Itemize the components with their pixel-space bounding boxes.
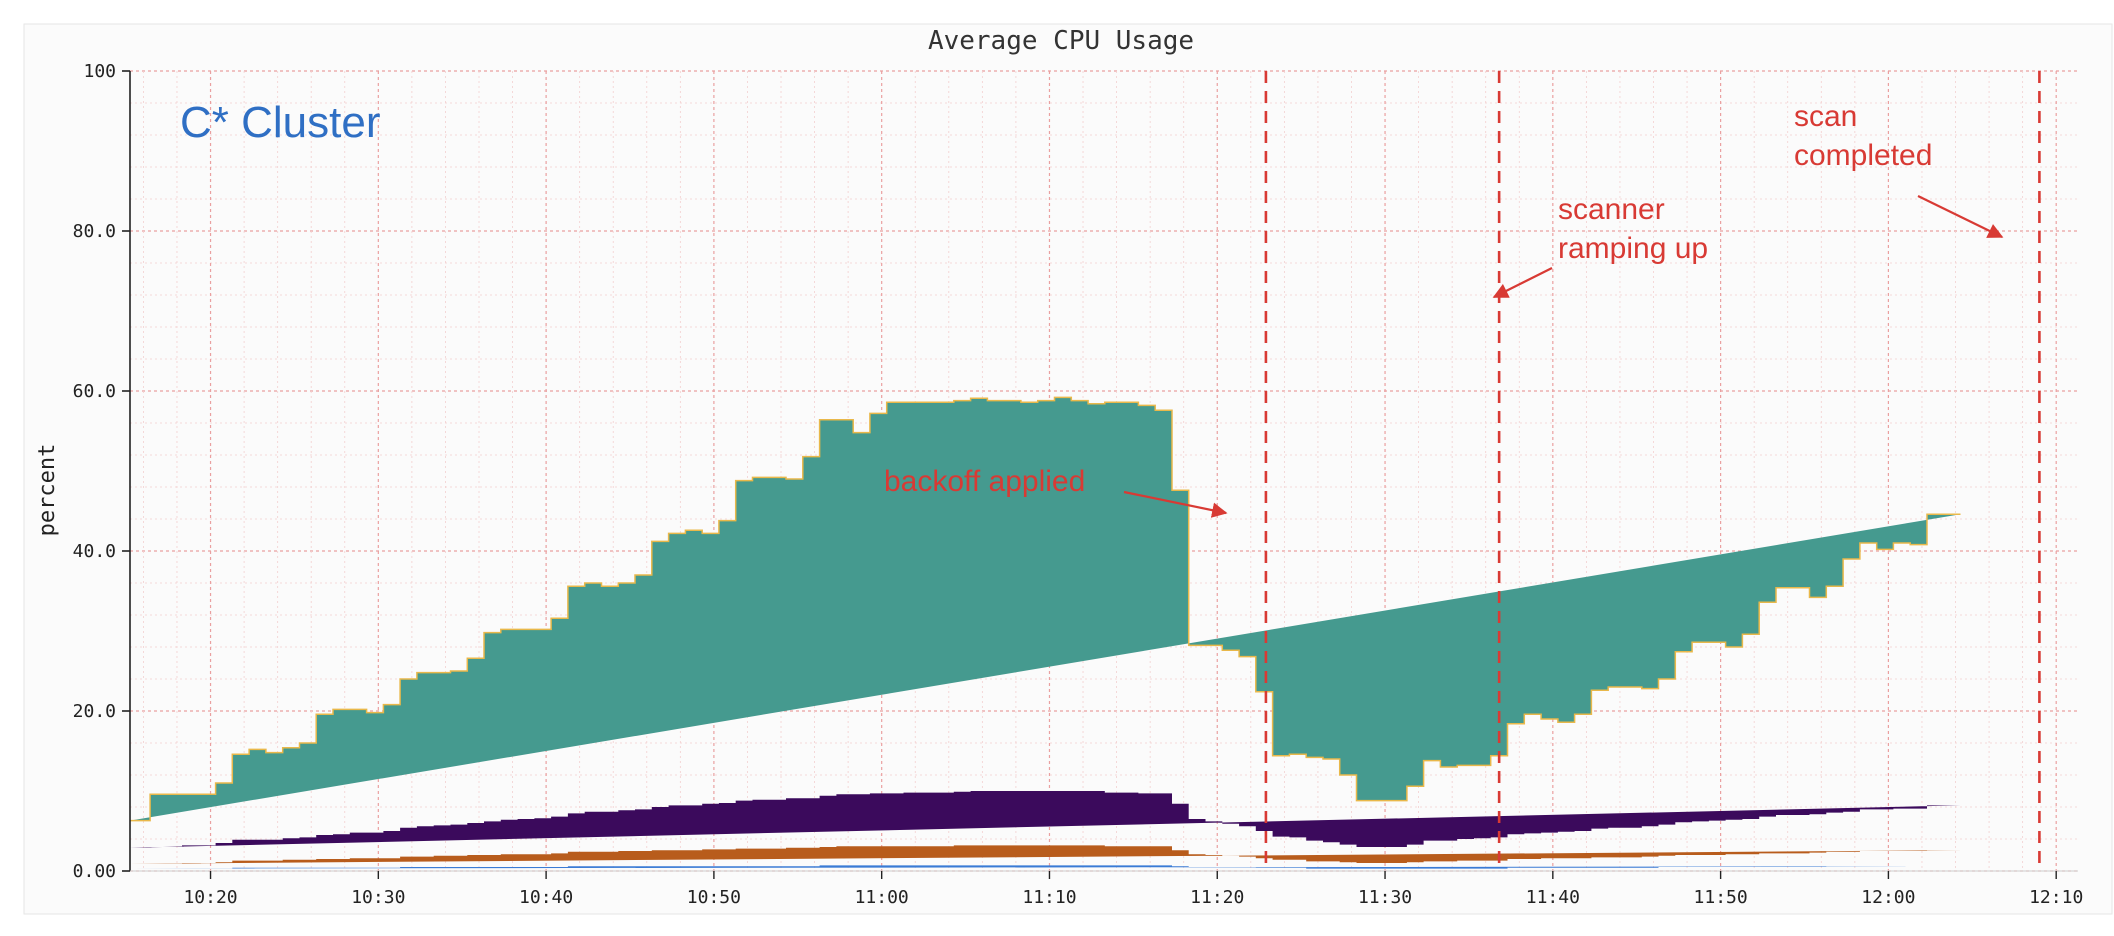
- backoff-arrow: [1123, 490, 1228, 518]
- x-tick-label: 12:10: [2029, 887, 2083, 908]
- series-steal: [130, 865, 1961, 869]
- series-top-edge: [130, 396, 1961, 822]
- marker-layer: [1264, 71, 2041, 871]
- scan-completed-arrow: [1917, 195, 2004, 238]
- y-tick-label: 0.00: [73, 861, 116, 882]
- y-axis-label: percent: [35, 444, 60, 537]
- y-tick-label: 20.0: [73, 701, 116, 722]
- cluster-label: C* Cluster: [180, 98, 381, 147]
- backoff-annotation: backoff applied: [884, 465, 1085, 498]
- series-layer: [130, 396, 1961, 869]
- scan-annotation-line1: scan: [1794, 100, 1857, 133]
- series-wait: [130, 845, 1961, 864]
- x-tick-label: 11:20: [1190, 887, 1244, 908]
- x-tick-label: 10:40: [519, 887, 573, 908]
- x-tick-label: 11:40: [1526, 887, 1580, 908]
- scan-annotation-line2: completed: [1794, 139, 1932, 172]
- x-tick-label: 11:10: [1022, 887, 1076, 908]
- series-system: [130, 791, 1961, 848]
- scanner-annotation-line2: ramping up: [1558, 232, 1708, 265]
- x-tick-label: 11:50: [1694, 887, 1748, 908]
- x-tick-label: 10:50: [687, 887, 741, 908]
- x-tick-label: 12:00: [1861, 887, 1915, 908]
- y-tick-label: 40.0: [73, 541, 116, 562]
- y-tick-label: 60.0: [73, 381, 116, 402]
- x-tick-label: 10:30: [351, 887, 405, 908]
- y-tick-label: 80.0: [73, 221, 116, 242]
- scanner-annotation-line1: scanner: [1558, 193, 1665, 226]
- y-tick-label: 100: [83, 61, 116, 82]
- series-user: [130, 397, 1961, 821]
- annotation-layer: Average CPU Usage percent C* Cluster bac…: [35, 26, 2004, 537]
- scanner-arrow: [1492, 267, 1553, 298]
- x-tick-label: 11:00: [855, 887, 909, 908]
- x-tick-label: 11:30: [1358, 887, 1412, 908]
- axis-layer: 0.00 20.0 40.0 60.0 80.0 100 10:20 10:30 10:40 10…: [73, 61, 2084, 908]
- x-tick-label: 10:20: [183, 887, 237, 908]
- chart-title: Average CPU Usage: [928, 26, 1194, 56]
